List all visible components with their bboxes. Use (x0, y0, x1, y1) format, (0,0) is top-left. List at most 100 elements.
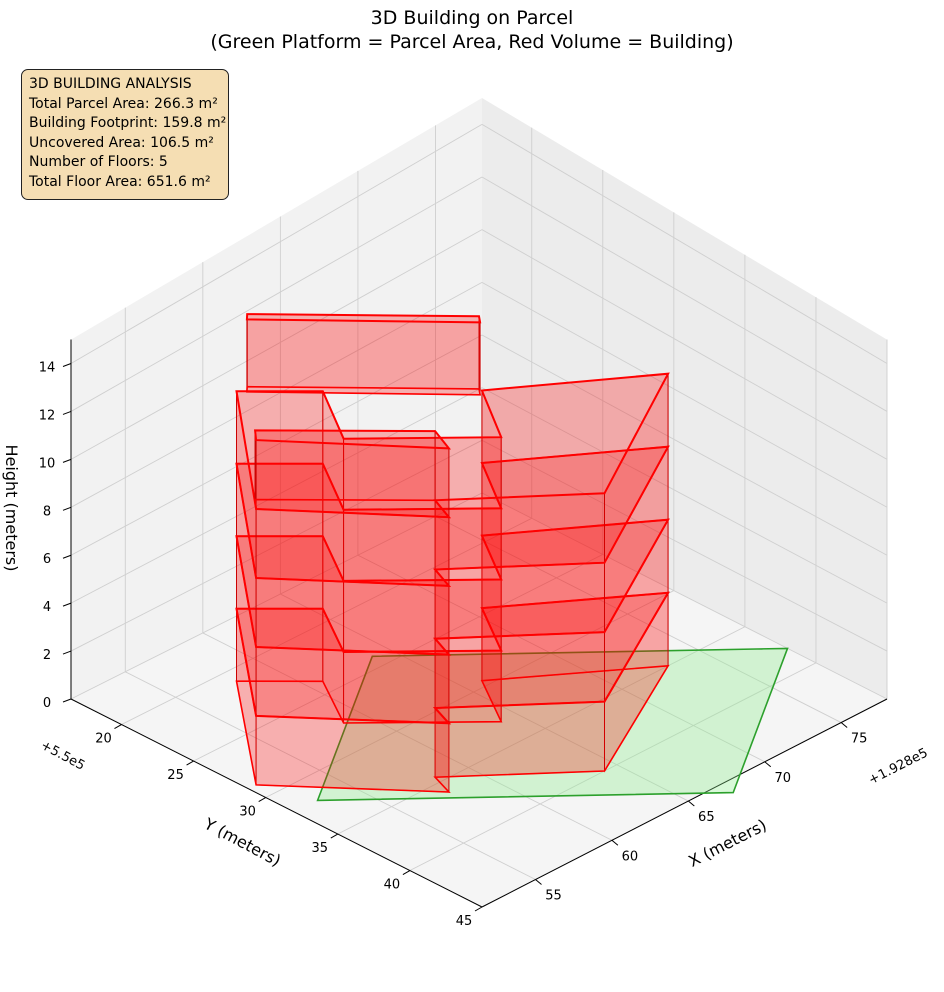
floor-slab-bottom (235, 591, 670, 725)
grid-line (70, 334, 483, 556)
y-tick (474, 906, 483, 912)
back-left-pane (71, 98, 482, 699)
y-tick-label: 35 (312, 841, 329, 856)
y-offset-label: +5.5e5 (38, 738, 87, 774)
y-axis-label: Y (meters) (200, 814, 284, 871)
x-tick (535, 879, 542, 885)
building-top-floor-right (245, 313, 482, 396)
grid-line (435, 515, 842, 723)
grid-line (70, 439, 483, 652)
grid-line (280, 593, 689, 802)
z-tick-label: 2 (43, 648, 51, 663)
floor-slab-bottom (235, 518, 670, 656)
z-tick (62, 506, 72, 511)
floor-slab-bottom (235, 664, 670, 793)
x-tick-label: 70 (774, 771, 791, 786)
grid-line (481, 492, 888, 700)
back-right-pane (482, 98, 887, 699)
info-line: Total Parcel Area: 266.3 m² (29, 95, 218, 112)
grid-line (193, 554, 603, 762)
building-floor (235, 372, 670, 588)
building-floor (235, 445, 670, 656)
grid-line (357, 554, 765, 763)
z-tick-label: 8 (43, 504, 51, 519)
z-tick (62, 602, 72, 607)
y-tick (186, 760, 194, 766)
y-tick (114, 724, 122, 729)
x-tick (688, 800, 695, 807)
z-axis-label: Height (meters) (2, 445, 21, 572)
grid-line (70, 229, 483, 460)
chart-title: 3D Building on Parcel (370, 7, 574, 29)
info-line: Number of Floors: 5 (29, 154, 168, 171)
grid-line (409, 662, 817, 871)
chart-subtitle: (Green Platform = Parcel Area, Red Volum… (210, 31, 734, 53)
z-tick (62, 554, 72, 559)
grid-line (70, 492, 483, 700)
building-top-floor-left (253, 429, 452, 519)
x-tick (840, 722, 848, 728)
z-tick (62, 458, 72, 463)
grid-line (70, 281, 483, 508)
y-tick-label: 45 (456, 914, 473, 929)
y-tick (330, 833, 339, 839)
y-axis-line (70, 698, 483, 908)
z-tick (62, 650, 72, 655)
z-tick-label: 0 (43, 696, 51, 711)
info-line: Building Footprint: 159.8 m² (29, 115, 227, 132)
grid-line (481, 123, 888, 364)
grid-line (481, 176, 888, 412)
x-axis-line (481, 698, 888, 908)
z-tick-label: 4 (43, 600, 51, 615)
grid-line (70, 176, 483, 412)
grid-line (481, 334, 888, 556)
building-layer (235, 313, 670, 794)
z-tick (62, 410, 72, 415)
grid-line (125, 671, 536, 880)
building-floor (235, 517, 670, 725)
grid-line (70, 387, 483, 604)
floor-slab-bottom (254, 498, 451, 519)
grid-line (481, 229, 888, 460)
y-tick (258, 797, 266, 802)
y-tick (402, 870, 411, 875)
grid-line (121, 517, 532, 725)
floor-slab-bottom (246, 385, 482, 396)
grid-lines (70, 123, 888, 908)
floor-slab-top (245, 313, 482, 324)
grid-line (202, 632, 613, 841)
y-tick-label: 25 (167, 768, 184, 783)
x-tick-label: 60 (622, 849, 639, 864)
axis-lines (70, 339, 888, 908)
y-tick-label: 20 (95, 732, 112, 747)
z-tick-label: 6 (43, 552, 51, 567)
grid-line (481, 281, 888, 508)
grid-line (70, 123, 483, 364)
z-tick (62, 363, 72, 367)
z-tick-label: 14 (39, 361, 56, 376)
grid-line (481, 439, 888, 652)
z-tick-label: 12 (39, 408, 56, 423)
z-tick (62, 698, 72, 703)
grid-line (265, 590, 675, 798)
y-tick-label: 40 (384, 878, 401, 893)
x-tick (611, 839, 619, 846)
floor-slab-top (253, 429, 452, 450)
info-line: Total Floor Area: 651.6 m² (29, 173, 211, 190)
info-line: Uncovered Area: 106.5 m² (29, 134, 214, 151)
floor-slab-bottom (235, 445, 670, 587)
info-heading: 3D BUILDING ANALYSIS (29, 76, 192, 92)
x-offset-label: +1.928e5 (866, 746, 930, 789)
analysis-info-box: 3D BUILDING ANALYSIS Total Parcel Area: … (21, 69, 229, 200)
grid-line (481, 387, 888, 604)
x-tick-label: 55 (545, 889, 562, 904)
y-tick-label: 30 (239, 805, 256, 820)
axis-ticks: 55 60 65 70 75 20 25 30 35 40 45 0 2 4 6 8 10 12 14 (39, 361, 868, 929)
x-tick (764, 761, 772, 768)
z-tick-label: 10 (39, 456, 56, 471)
building-floor (235, 591, 670, 794)
building-side-face (246, 318, 481, 396)
x-tick-label: 65 (698, 810, 715, 825)
x-tick-label: 75 (851, 732, 868, 747)
